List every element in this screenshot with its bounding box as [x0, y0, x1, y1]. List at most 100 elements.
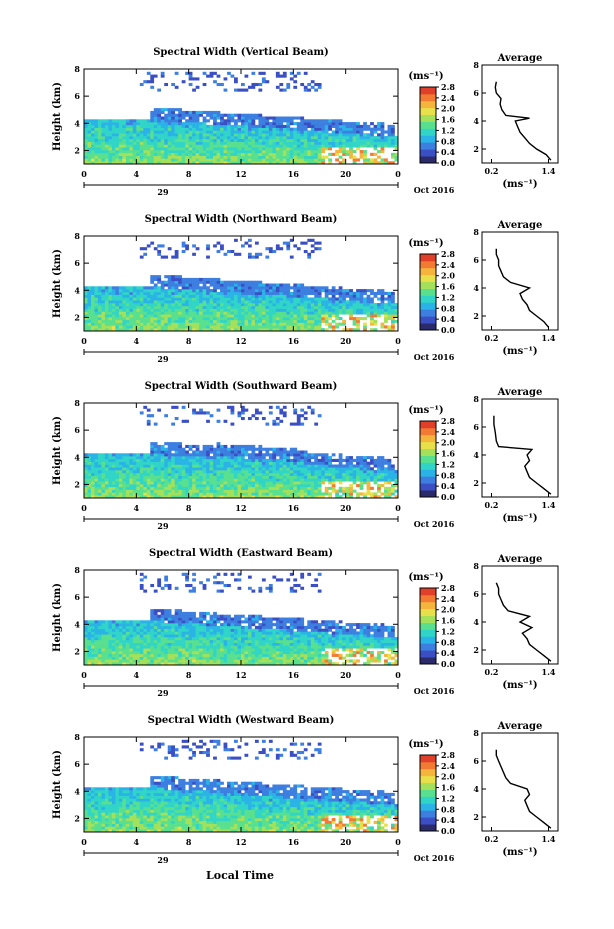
heatmap-cell — [275, 470, 280, 474]
heatmap-cell — [272, 144, 277, 148]
heatmap-cell — [317, 489, 322, 493]
heatmap-cell — [237, 252, 242, 256]
heatmap-cell — [115, 119, 120, 123]
heatmap-cell — [188, 458, 193, 462]
heatmap-cell — [125, 325, 130, 329]
heatmap-cell — [370, 289, 374, 293]
heatmap-cell — [384, 489, 388, 493]
heatmap-cell — [363, 141, 367, 145]
heatmap-cell — [268, 411, 273, 415]
heatmap-cell — [282, 88, 287, 92]
colorbar-tick-label: 0.4 — [441, 147, 455, 157]
heatmap-cell — [87, 656, 92, 660]
heatmap-cell — [275, 405, 280, 409]
heatmap-cell — [282, 141, 287, 145]
heatmap-cell — [279, 158, 284, 162]
heatmap-cell — [370, 319, 374, 323]
heatmap-cell — [265, 80, 270, 84]
heatmap-cell — [209, 322, 214, 326]
heatmap-cell — [384, 492, 388, 496]
heatmap-cell — [234, 447, 238, 451]
heatmap-cell — [101, 130, 106, 134]
heatmap-cell — [237, 155, 242, 159]
heatmap-cell — [247, 300, 252, 304]
heatmap-cell — [324, 486, 329, 490]
heatmap-cell — [213, 456, 217, 460]
heatmap-cell — [199, 495, 203, 499]
heatmap-cell — [122, 453, 127, 457]
heatmap-cell — [220, 475, 224, 479]
heatmap-cell — [164, 124, 169, 128]
heatmap-cell — [303, 484, 308, 488]
heatmap-cell — [272, 124, 277, 128]
heatmap-cell — [164, 453, 169, 457]
heatmap-cell — [143, 484, 148, 488]
heatmap-cell — [139, 481, 144, 485]
heatmap-cell — [157, 277, 162, 282]
heatmap-cell — [94, 625, 99, 629]
heatmap-cell — [265, 317, 270, 321]
heatmap-cell — [167, 495, 172, 499]
heatmap-cell — [300, 464, 305, 468]
heatmap-cell — [321, 127, 326, 131]
heatmap-cell — [216, 444, 221, 449]
heatmap-cell — [157, 489, 162, 493]
heatmap-cell — [286, 127, 291, 131]
heatmap-cell — [258, 456, 263, 460]
heatmap-cell — [286, 144, 291, 148]
heatmap-cell — [122, 328, 127, 332]
heatmap-cell — [195, 161, 200, 165]
heatmap-cell — [150, 300, 155, 304]
heatmap-cell — [366, 461, 371, 465]
heatmap-cell — [254, 303, 259, 307]
average-xlabel: (ms⁻¹) — [502, 513, 537, 524]
heatmap-cell — [349, 470, 353, 474]
heatmap-cell — [237, 88, 242, 92]
heatmap-cell — [90, 495, 95, 499]
heatmap-cell — [118, 461, 123, 465]
heatmap-cell — [234, 444, 238, 449]
heatmap-cell — [213, 328, 217, 332]
heatmap-cell — [391, 161, 395, 165]
heatmap-cell — [171, 486, 176, 490]
y-tick-label: 2 — [74, 312, 80, 322]
day-label: 29 — [157, 354, 169, 364]
heatmap-cell — [356, 144, 360, 148]
heatmap-cell — [87, 492, 92, 496]
heatmap-cell — [84, 472, 88, 476]
heatmap-cell — [279, 481, 284, 485]
heatmap-cell — [363, 467, 367, 471]
heatmap-cell — [202, 311, 207, 315]
heatmap-cell — [349, 297, 353, 301]
heatmap-cell — [143, 286, 148, 290]
heatmap-cell — [300, 461, 305, 465]
heatmap-cell — [97, 653, 102, 657]
heatmap-cell — [94, 300, 99, 304]
heatmap-cell — [143, 461, 148, 465]
heatmap-cell — [104, 467, 109, 471]
heatmap-cell — [90, 317, 95, 321]
heatmap-cell — [244, 447, 249, 451]
heatmap-cell — [268, 470, 273, 474]
heatmap-cell — [366, 456, 371, 460]
heatmap-cell — [139, 458, 144, 462]
heatmap-cell — [139, 317, 144, 321]
heatmap-cell — [216, 127, 221, 131]
heatmap-cell — [220, 322, 224, 326]
heatmap-cell — [227, 150, 231, 154]
x-tick-label: 8 — [186, 169, 192, 179]
heatmap-cell — [296, 481, 301, 485]
heatmap-cell — [136, 133, 141, 137]
heatmap-cell — [223, 444, 228, 449]
heatmap-cell — [132, 486, 137, 490]
heatmap-cell — [279, 472, 284, 476]
heatmap-cell — [206, 322, 210, 326]
heatmap-cell — [118, 467, 123, 471]
heatmap-cell — [216, 136, 221, 140]
heatmap-cell — [220, 484, 224, 488]
heatmap-cell — [387, 138, 392, 142]
heatmap-cell — [216, 456, 221, 460]
heatmap-cell — [220, 119, 224, 123]
heatmap-cell — [206, 119, 210, 123]
heatmap-cell — [258, 71, 263, 75]
